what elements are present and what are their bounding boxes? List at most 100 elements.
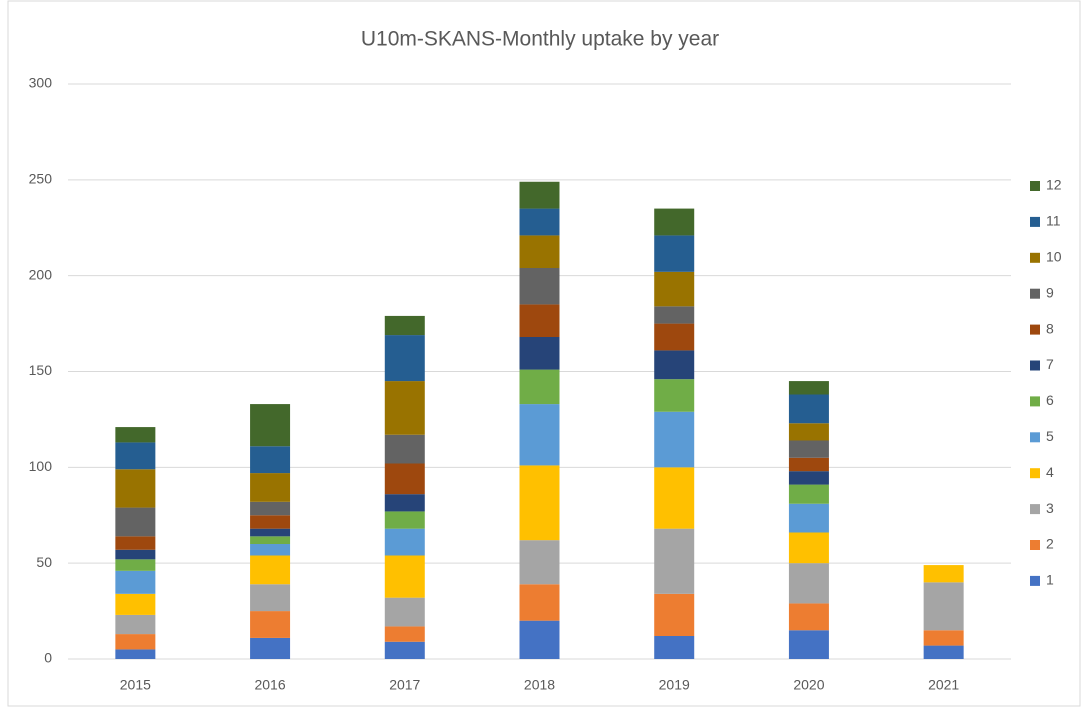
bar-segment: [923, 645, 964, 659]
bar-segment: [384, 494, 425, 512]
bar-segment: [384, 381, 425, 435]
bar-segment: [250, 584, 291, 612]
legend-swatch: [1030, 360, 1040, 371]
legend-swatch: [1030, 504, 1040, 515]
bar-segment: [115, 549, 156, 560]
bar-segment: [923, 582, 964, 631]
y-tick-label: 200: [29, 266, 53, 282]
bar-segment: [384, 555, 425, 598]
bar-segment: [519, 620, 560, 659]
legend-label: 11: [1046, 213, 1061, 229]
bar-segment: [384, 626, 425, 642]
bar-segment: [115, 559, 156, 571]
y-tick-label: 250: [29, 171, 53, 187]
bar-segment: [384, 315, 425, 336]
legend-swatch: [1030, 324, 1040, 335]
legend-swatch: [1030, 216, 1040, 227]
chart-title: U10m-SKANS-Monthly uptake by year: [361, 28, 719, 51]
y-tick-label: 150: [29, 362, 53, 378]
bar-segment: [654, 323, 695, 351]
bar-segment: [654, 528, 695, 594]
bar-segment: [654, 411, 695, 468]
bar-segment: [250, 544, 291, 556]
x-tick-label: 2020: [793, 677, 824, 693]
y-tick-label: 300: [29, 75, 53, 91]
bar-segment: [384, 463, 425, 495]
bar-segment: [519, 337, 560, 370]
bar-segment: [654, 235, 695, 272]
bar-segment: [654, 593, 695, 636]
legend-swatch: [1030, 181, 1040, 191]
bar-segment: [923, 630, 964, 646]
bar-segment: [923, 565, 964, 583]
bar-segment: [788, 394, 829, 424]
bar-segment: [654, 306, 695, 324]
bar-segment: [384, 597, 425, 627]
x-tick-label: 2015: [120, 677, 151, 693]
bar-segment: [788, 503, 829, 533]
bar-segment: [654, 636, 695, 659]
bar-segment: [384, 511, 425, 529]
bar-segment: [115, 507, 156, 537]
legend-swatch: [1030, 432, 1040, 443]
legend-swatch: [1030, 540, 1040, 550]
bar-segment: [519, 268, 560, 305]
bar-segment: [115, 469, 156, 508]
bar-segment: [250, 446, 291, 474]
legend-label: 8: [1046, 320, 1054, 336]
x-tick-label: 2017: [389, 677, 420, 693]
legend-label: 7: [1046, 356, 1054, 372]
legend-swatch: [1030, 575, 1040, 586]
legend-label: 3: [1046, 500, 1054, 516]
x-tick-label: 2016: [254, 677, 285, 693]
bar-segment: [654, 271, 695, 307]
legend-label: 10: [1046, 249, 1062, 265]
bar-segment: [788, 381, 829, 395]
bar-segment: [115, 614, 156, 635]
bar-segment: [384, 528, 425, 556]
x-tick-label: 2019: [659, 677, 690, 693]
bar-segment: [250, 528, 291, 537]
legend-label: 1: [1046, 572, 1054, 588]
bar-segment: [250, 404, 291, 447]
legend-label: 2: [1046, 536, 1054, 552]
legend-label: 12: [1046, 177, 1062, 193]
legend-label: 5: [1046, 428, 1054, 444]
bar-segment: [519, 181, 560, 209]
bar-segment: [788, 532, 829, 564]
x-tick-label: 2021: [928, 677, 959, 693]
bar-segment: [250, 473, 291, 502]
bar-segment: [384, 641, 425, 659]
bar-segment: [250, 555, 291, 585]
bar-segment: [788, 471, 829, 485]
legend-swatch: [1030, 288, 1040, 299]
bar-segment: [115, 649, 156, 659]
legend-swatch: [1030, 396, 1040, 407]
bar-segment: [519, 584, 560, 621]
bar-segment: [654, 208, 695, 236]
bar-segment: [250, 637, 291, 659]
bar-segment: [788, 630, 829, 659]
y-tick-label: 100: [29, 458, 53, 474]
bar-segment: [384, 335, 425, 382]
bar-segment: [788, 563, 829, 604]
bar-segment: [654, 350, 695, 380]
bar-segment: [519, 208, 560, 236]
bar-segment: [519, 369, 560, 405]
y-tick-label: 50: [36, 554, 52, 570]
legend-label: 6: [1046, 392, 1054, 408]
bar-segment: [788, 457, 829, 472]
bar-segment: [115, 536, 156, 550]
bar-segment: [519, 540, 560, 585]
y-tick-label: 0: [44, 650, 52, 666]
legend-label: 4: [1046, 464, 1054, 480]
bar-segment: [788, 423, 829, 441]
bar-segment: [115, 570, 156, 594]
legend-label: 9: [1046, 284, 1054, 300]
bar-segment: [115, 593, 156, 615]
bar-segment: [115, 442, 156, 470]
bar-segment: [788, 440, 829, 458]
bar-segment: [519, 465, 560, 541]
bar-segment: [250, 515, 291, 529]
x-tick-label: 2018: [524, 677, 555, 693]
